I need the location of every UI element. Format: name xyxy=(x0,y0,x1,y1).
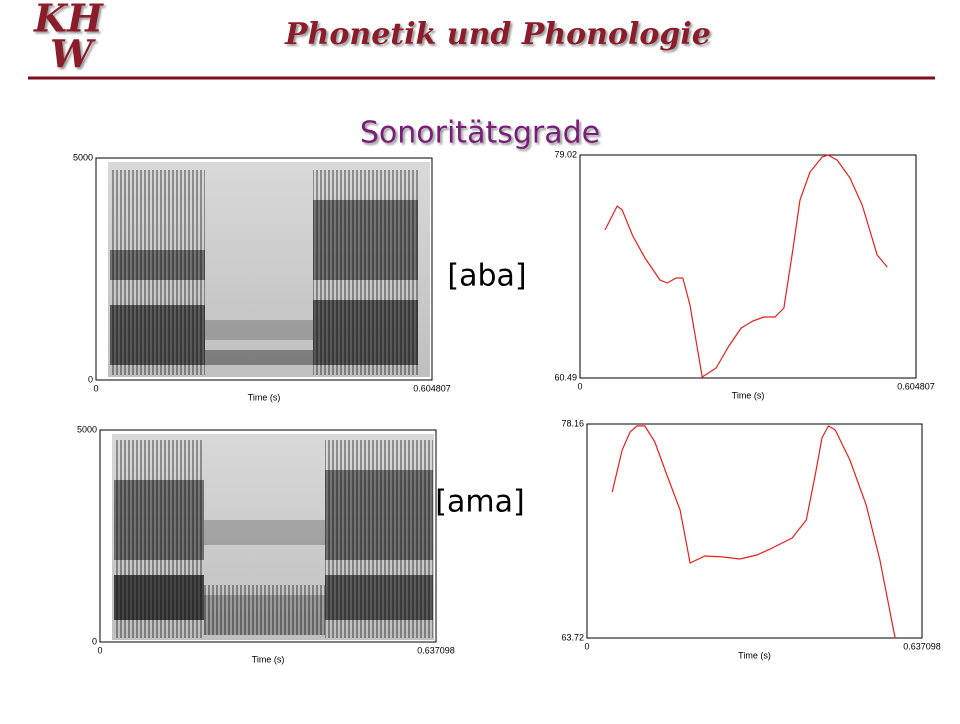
header-title: Phonetik und Phonologie xyxy=(284,17,711,52)
intensity-line xyxy=(611,425,896,639)
x-tick-label: 0 xyxy=(93,383,98,393)
y-tick-label: 60.49 xyxy=(554,372,577,382)
plot-frame xyxy=(579,154,917,379)
x-tick-label: 0 xyxy=(97,645,102,655)
plot-frame xyxy=(95,157,433,381)
y-tick-label: 0 xyxy=(88,374,93,384)
y-tick-label: 5000 xyxy=(73,152,93,162)
x-axis-label: Time (s) xyxy=(248,392,281,402)
x-axis-label: Time (s) xyxy=(738,650,771,660)
y-tick-label: 5000 xyxy=(77,424,97,434)
plot-frame xyxy=(99,429,437,643)
x-tick-label: 0 xyxy=(584,641,589,651)
y-tick-label: 0 xyxy=(92,636,97,646)
x-axis-label: Time (s) xyxy=(732,390,765,400)
x-tick-label: 0.604807 xyxy=(897,381,935,391)
slide-title: Sonoritätsgrade xyxy=(360,116,600,151)
logo: KH xyxy=(33,0,104,41)
x-axis-label: Time (s) xyxy=(252,654,285,664)
intensity-line xyxy=(604,154,888,378)
y-tick-label: 79.02 xyxy=(554,149,577,159)
x-tick-label: 0 xyxy=(577,381,582,391)
row-label: [ama] xyxy=(435,485,524,520)
x-tick-label: 0.637098 xyxy=(417,645,455,655)
logo: W xyxy=(50,32,96,77)
y-tick-label: 63.72 xyxy=(561,632,584,642)
spectrogram-image xyxy=(108,162,430,377)
spectrogram-image xyxy=(112,434,434,640)
x-tick-label: 0.604807 xyxy=(413,383,451,393)
plot-frame xyxy=(586,423,923,639)
y-tick-label: 78.16 xyxy=(561,418,584,428)
row-label: [aba] xyxy=(447,259,526,294)
x-tick-label: 0.637098 xyxy=(903,641,941,651)
